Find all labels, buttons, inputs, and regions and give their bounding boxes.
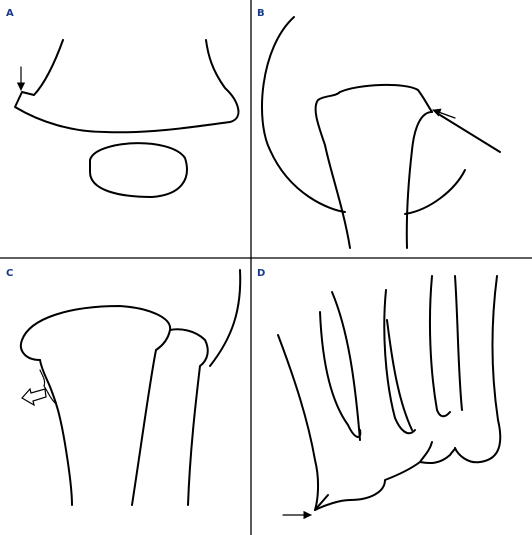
panel-d-finger-7 (454, 275, 463, 411)
panel-b-joint-arc (261, 16, 346, 213)
panel-d-finger-5 (386, 319, 413, 431)
panel-b-joint-arc-lower (404, 169, 466, 215)
panel-c: C (6, 268, 242, 506)
panel-label-c: C (6, 268, 13, 279)
panel-label-a: A (6, 8, 14, 19)
panel-a-bone-outline (14, 39, 240, 134)
panel-d-finger-8 (454, 275, 502, 464)
panel-c-bone-head (20, 305, 172, 361)
panel-c-bone-shaft (39, 359, 73, 506)
panel-b: B (257, 8, 501, 249)
panel-d-finger-3 (331, 291, 361, 441)
panel-c-ulna-inner (131, 329, 171, 506)
panel-c-outer-curve (209, 269, 242, 367)
panel-d-base-contour-2 (419, 441, 433, 463)
panel-b-external-line (439, 114, 501, 153)
panel-d-finger-2 (319, 311, 362, 438)
panel-label-d: D (257, 268, 265, 279)
panel-d-finger-4 (383, 289, 416, 435)
panel-c-rough-margin (39, 369, 57, 405)
panel-c-ulna (169, 328, 209, 506)
panel-d-finger-1 (277, 334, 319, 511)
panel-c-hollow-arrow (21, 387, 47, 407)
panel-b-long-bone (314, 83, 433, 249)
panel-d-notch (314, 494, 329, 511)
panel-b-arrow (432, 108, 456, 119)
panel-a: A (6, 8, 240, 198)
panel-d-base-contour (314, 447, 456, 511)
panel-b-second-bone (405, 111, 433, 249)
panel-label-b: B (257, 8, 265, 19)
panel-d-finger-6 (428, 275, 451, 418)
panel-d: D (257, 268, 502, 520)
panel-a-oval-bone (89, 142, 188, 198)
